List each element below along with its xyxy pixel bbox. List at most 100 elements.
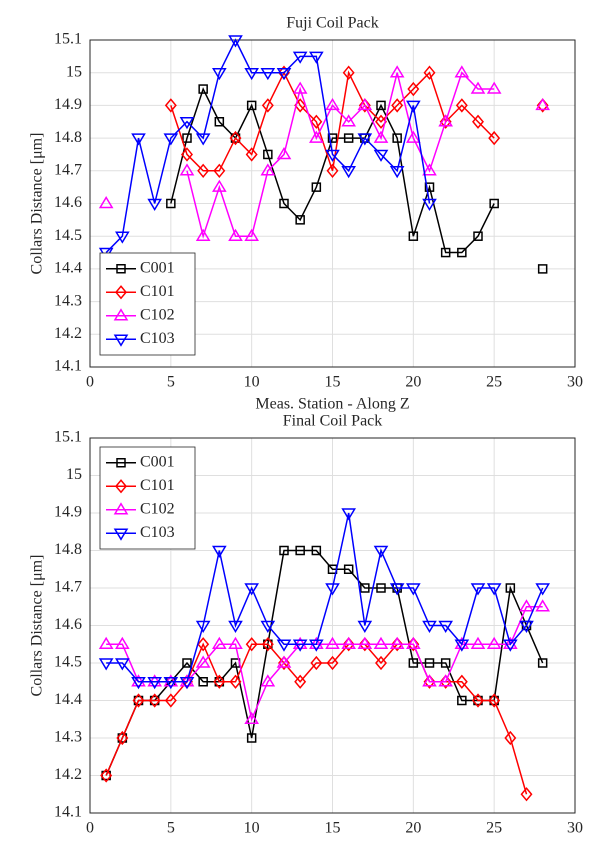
marker: [406, 636, 421, 649]
marker: [457, 695, 467, 706]
marker: [422, 163, 437, 176]
marker: [391, 637, 404, 652]
marker: [327, 133, 338, 143]
marker: [113, 502, 129, 515]
y-axis-label: Collars Distance [μm]: [29, 133, 46, 275]
marker: [342, 65, 355, 80]
marker: [406, 100, 421, 113]
marker: [244, 583, 259, 596]
marker: [292, 636, 308, 649]
legend-label: C101: [140, 283, 175, 300]
marker: [213, 163, 226, 178]
marker: [309, 51, 324, 64]
y-tick-label: 14.7: [54, 161, 82, 178]
marker: [454, 636, 470, 649]
marker: [438, 674, 453, 687]
marker: [260, 620, 276, 633]
marker: [131, 674, 146, 687]
y-tick-label: 15.1: [54, 31, 82, 48]
marker: [325, 97, 340, 111]
marker: [98, 658, 114, 671]
marker: [389, 166, 405, 179]
marker: [473, 231, 483, 241]
marker: [376, 583, 386, 593]
axes-frame: [89, 39, 576, 368]
x-tick-label: 0: [86, 374, 94, 391]
marker: [341, 114, 356, 127]
marker: [163, 677, 179, 690]
series-line: [106, 512, 544, 683]
marker: [422, 620, 437, 633]
marker: [536, 98, 549, 113]
marker: [182, 658, 192, 668]
x-tick-label: 15: [325, 820, 341, 837]
marker: [113, 334, 129, 347]
x-tick-label: 5: [167, 374, 175, 391]
marker: [357, 620, 373, 633]
marker: [535, 599, 550, 612]
marker: [163, 674, 179, 687]
marker: [439, 114, 452, 129]
marker: [229, 674, 242, 689]
marker: [131, 133, 146, 146]
marker: [98, 636, 114, 649]
marker: [422, 674, 437, 687]
marker: [132, 693, 145, 708]
marker: [504, 730, 517, 746]
legend-label: C102: [140, 500, 175, 517]
marker: [343, 564, 354, 574]
marker: [309, 639, 324, 652]
marker: [486, 81, 502, 94]
y-tick-label: 14.5: [54, 654, 82, 671]
marker: [276, 67, 292, 81]
marker: [360, 583, 370, 593]
marker: [198, 84, 208, 94]
series-line: [105, 38, 431, 254]
marker: [101, 770, 111, 781]
chart-title: Final Coil Pack: [283, 413, 383, 430]
y-tick-label: 14.6: [54, 194, 82, 211]
marker: [472, 114, 484, 129]
marker: [115, 285, 127, 300]
marker: [294, 674, 307, 689]
marker: [244, 67, 259, 81]
marker: [389, 636, 405, 649]
marker: [147, 674, 162, 687]
marker: [98, 196, 114, 209]
marker: [438, 620, 453, 633]
marker: [455, 98, 468, 113]
marker: [292, 51, 308, 64]
marker: [457, 247, 467, 258]
legend-label: C103: [140, 330, 175, 347]
marker: [470, 583, 486, 596]
marker: [406, 130, 421, 143]
marker: [261, 98, 274, 113]
marker: [389, 583, 405, 596]
x-tick-label: 10: [244, 374, 260, 391]
marker: [486, 636, 502, 649]
marker: [519, 599, 534, 612]
marker: [100, 768, 113, 783]
x-tick-label: 5: [167, 820, 175, 837]
marker: [408, 658, 419, 668]
series-line: [105, 549, 544, 776]
marker: [537, 264, 548, 274]
marker: [246, 100, 257, 111]
marker: [113, 308, 129, 321]
x-tick-label: 25: [486, 820, 502, 837]
marker: [325, 636, 340, 649]
marker: [181, 147, 193, 162]
y-tick-label: 14.2: [54, 766, 82, 783]
x-tick-label: 20: [405, 820, 421, 837]
marker: [488, 693, 501, 708]
marker: [182, 133, 192, 143]
marker: [260, 674, 276, 687]
x-axis-label: Meas. Station - Along Z: [255, 396, 409, 413]
marker: [278, 655, 290, 671]
marker: [357, 636, 373, 649]
legend-label: C001: [140, 453, 175, 470]
marker: [406, 583, 421, 596]
x-tick-label: 30: [567, 820, 583, 837]
marker: [179, 117, 195, 130]
